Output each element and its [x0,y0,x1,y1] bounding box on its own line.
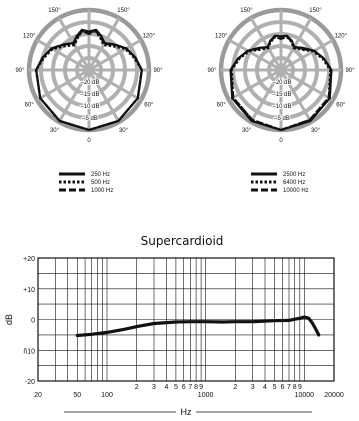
polar-angle-label: 180° [275,0,288,2]
legend-label: 250 Hz [91,172,110,178]
x-tick-label: 50 [73,392,81,399]
polar-angle-label: 60° [336,103,346,109]
x-tick-label: 7 [287,384,291,391]
polar-angle-label: 150° [309,8,322,14]
polar-spoke [57,69,91,123]
polar-spoke [87,17,121,71]
y-tick-label: -20 [25,379,35,386]
x-tick-label: 10000 [295,392,315,399]
polar-angle-label: 30° [50,128,60,134]
x-tick-label: 9 [298,384,302,391]
polar-angle-label: 60° [144,103,154,109]
legend-high-frequencies: 2500 Hz 6400 Hz 10000 Hz [251,172,309,194]
polar-angle-label: 90° [15,68,25,74]
polar-angle-label: 150° [48,8,61,14]
polar-angle-label: 120° [143,34,156,40]
polar-ring-label: –5 dB [274,116,290,122]
polar-angle-label: 150° [117,8,130,14]
polar-ring-label: –20 dB [80,80,99,86]
x-tick-label: 2 [135,384,139,391]
x-tick-label: 6 [280,384,284,391]
polar-ring-label: –20 dB [272,80,291,86]
x-tick-label: 7 [188,384,192,391]
polar-spoke [88,68,142,102]
polar-ring-label: –10 dB [272,104,291,110]
x-tick-label: 6 [182,384,186,391]
polar-ring-label: –5 dB [82,116,98,122]
polar-angle-label: 90° [153,68,163,74]
polar-angle-label: 60° [217,103,227,109]
polar-angle-label: 120° [215,34,228,40]
polar-spoke [249,17,283,71]
legend-label: 500 Hz [91,180,110,186]
polar-angle-label: 30° [242,128,252,134]
x-tick-label: 4 [164,384,168,391]
polar-spoke [228,38,282,72]
polar-angle-label: 150° [240,8,253,14]
polar-angle-label: 30° [119,128,129,134]
y-tick-label: +20 [23,256,35,263]
polar-plot-low-frequencies: 180° 150° 150° 120° 120° 90° 90° 60° 60° 30° 30° 0 –… [15,0,163,144]
polar-angle-label: 120° [335,34,348,40]
x-tick-label: 5 [174,384,178,391]
polar-angle-label: 120° [23,34,36,40]
polar-angle-label: 180° [83,0,96,2]
x-tick-label: 4 [263,384,267,391]
x-tick-label: 8 [194,384,198,391]
polar-spoke [280,38,334,72]
y-tick-label: +10 [23,287,35,294]
x-tick-label: 20000 [324,392,344,399]
y-tick-label: 0 [31,318,35,325]
polar-angle-label: 30° [311,128,321,134]
polar-spoke [36,68,90,102]
polar-spoke [279,69,313,123]
polar-spoke [280,68,334,102]
x-tick-label: 20 [34,392,42,399]
polar-spoke [36,38,90,72]
x-tick-label: 5 [273,384,277,391]
x-tick-label: 2 [233,384,237,391]
polar-angle-label: 90° [345,68,355,74]
response-chart-title: Supercardioid [141,234,224,248]
polar-series-line [35,29,143,132]
polar-spoke [249,69,283,123]
polar-spoke [88,38,142,72]
x-tick-label: 3 [152,384,156,391]
y-axis-label: dB [4,314,14,325]
legend-low-frequencies: 250 Hz 500 Hz 1000 Hz [59,172,113,194]
x-tick-label: 1000 [198,392,214,399]
x-axis-label: Hz [181,407,192,417]
polar-angle-label: 0 [279,138,283,144]
polar-spoke [279,17,313,71]
x-tick-label: 8 [293,384,297,391]
polar-plot-high-frequencies: 180° 150° 150° 120° 120° 90° 90° 60° 60° 30° 30° 0 –… [207,0,355,144]
legend-label: 10000 Hz [283,188,309,194]
polar-ring-label: –15 dB [272,92,291,98]
y-tick-label: ñ10 [23,348,35,355]
polar-angle-label: 0 [87,138,91,144]
polar-spoke [87,69,121,123]
legend-label: 1000 Hz [91,188,113,194]
plot-frame [37,257,335,382]
polar-spoke [228,68,282,102]
polar-angle-label: 60° [25,103,35,109]
polar-ring-label: –10 dB [80,104,99,110]
polar-series-line [229,35,333,132]
x-tick-label: 100 [101,392,113,399]
legend-label: 6400 Hz [283,180,305,186]
legend-label: 2500 Hz [283,172,305,178]
response-curve [75,315,321,338]
x-tick-label: 9 [199,384,203,391]
polar-ring-label: –15 dB [80,92,99,98]
x-tick-label: 3 [251,384,255,391]
polar-angle-label: 90° [207,68,217,74]
